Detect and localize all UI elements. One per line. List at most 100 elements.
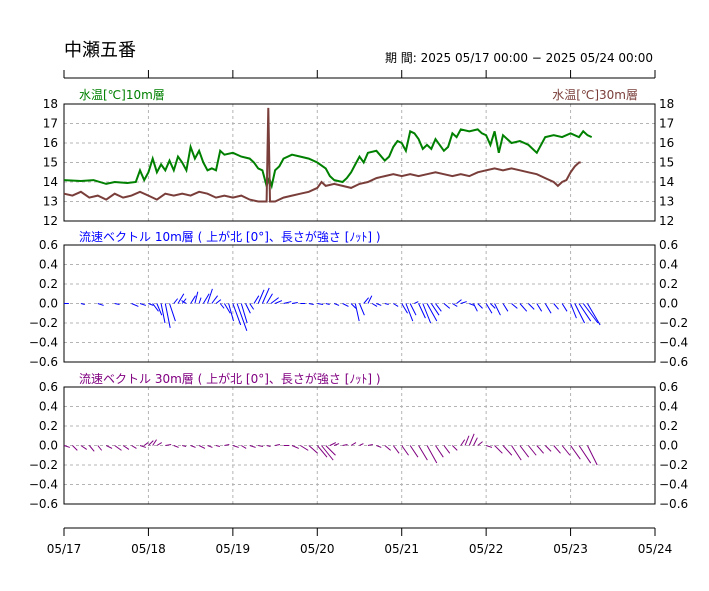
y-tick-label-left: −0.6: [29, 497, 58, 511]
current10m-vector: [169, 303, 176, 322]
current30m-vector: [473, 437, 478, 446]
y-tick-label-right: −0.6: [659, 355, 688, 369]
x-tick-label: 05/19: [216, 542, 251, 556]
series-line-30m: [63, 107, 581, 203]
y-tick-label-right: 14: [659, 175, 674, 189]
current30m-vector: [63, 445, 71, 448]
current30m-vector: [342, 444, 348, 446]
current10m-vector: [426, 303, 438, 322]
current10m-vector: [257, 289, 265, 304]
current30m-vector: [426, 445, 438, 464]
current30m-vector: [198, 445, 206, 449]
current10m-vector: [469, 303, 475, 306]
current30m-vector: [274, 444, 281, 446]
current10m-vector: [274, 300, 283, 304]
current10m-vector: [152, 303, 159, 312]
current10m-vector: [202, 293, 210, 304]
current10m-vector: [536, 303, 543, 312]
y-tick-label-left: −0.6: [29, 355, 58, 369]
current30m-vector: [452, 445, 458, 451]
current10m-vector: [422, 303, 432, 324]
y-tick-label-left: 18: [43, 97, 58, 111]
current10m-vector: [245, 303, 251, 314]
current10m-vector: [190, 295, 196, 304]
current10m-vector: [587, 303, 601, 326]
current10m-vector: [460, 301, 467, 304]
y-tick-label-right: −0.2: [659, 458, 688, 472]
current10m-vector: [291, 302, 298, 304]
current30m-vector: [80, 445, 88, 450]
current30m-vector: [544, 445, 552, 452]
y-tick-label-right: −0.6: [659, 497, 688, 511]
current30m-vector: [409, 445, 419, 458]
current30m-vector: [300, 445, 309, 451]
y-tick-label-left: 0.2: [39, 277, 58, 291]
current10m-vector: [354, 303, 360, 322]
current30m-vector: [291, 445, 299, 449]
current30m-vector: [72, 445, 78, 451]
current30m-vector: [224, 444, 230, 446]
current10m-vector: [223, 303, 231, 314]
current10m-vector: [181, 298, 187, 304]
current10m-vector: [409, 303, 417, 316]
current30m-vector: [418, 445, 428, 461]
current30m-vector: [308, 445, 318, 454]
y-tick-label-left: 14: [43, 175, 58, 189]
x-tick-label: 05/17: [47, 542, 82, 556]
current30m-vector: [443, 445, 451, 454]
current10m-vector: [342, 303, 349, 307]
y-tick-label-left: 17: [43, 117, 58, 131]
y-tick-label-left: 12: [43, 214, 58, 228]
y-tick-label-left: 0.6: [39, 238, 58, 252]
current10m-vector: [194, 291, 199, 304]
current30m-vector: [114, 445, 122, 451]
current10m-vector: [215, 299, 222, 304]
current30m-vector: [527, 445, 537, 456]
current10m-vector: [401, 303, 408, 314]
y-tick-label-left: 0.2: [39, 419, 58, 433]
current10m-vector: [283, 301, 292, 304]
y-tick-label-right: 15: [659, 156, 674, 170]
current30m-vector: [367, 444, 373, 446]
current10m-vector: [376, 303, 382, 306]
y-tick-label-right: 0.0: [659, 297, 678, 311]
current30m-vector: [329, 442, 337, 446]
current30m-vector: [485, 445, 493, 448]
current30m-vector: [156, 442, 163, 446]
y-tick-label-right: −0.4: [659, 336, 688, 350]
current10m-vector: [570, 303, 577, 319]
current10m-vector: [80, 303, 85, 305]
current10m-vector: [249, 303, 255, 310]
current10m-vector: [148, 303, 154, 306]
current30m-title: 流速ベクトル 30m層 ( 上が北 [0°]、長さが強さ [ﾉｯﾄ] ): [79, 371, 381, 386]
current10m-vector: [473, 303, 478, 312]
current10m-vector: [430, 303, 440, 316]
current30m-vector: [570, 445, 581, 460]
current10m-vector: [325, 303, 330, 305]
legend-30m: 水温[℃]30m層: [552, 88, 638, 102]
current10m-vector: [156, 303, 163, 316]
current10m-vector: [266, 293, 273, 304]
current10m-vector: [414, 301, 419, 304]
current10m-vector: [232, 303, 242, 326]
current10m-vector: [363, 297, 369, 304]
current10m-vector: [528, 303, 535, 310]
current30m-vector: [88, 445, 95, 452]
y-tick-label-right: 13: [659, 195, 674, 209]
current30m-vector: [494, 445, 503, 454]
current30m-vector: [553, 445, 561, 454]
y-tick-label-right: 0.2: [659, 419, 678, 433]
current10m-vector: [240, 303, 248, 324]
current10m-vector: [367, 295, 373, 304]
y-tick-label-right: 0.4: [659, 258, 678, 272]
y-tick-label-left: −0.4: [29, 336, 58, 350]
y-tick-label-right: 12: [659, 214, 674, 228]
current30m-vector: [561, 445, 571, 456]
current30m-vector: [502, 445, 513, 456]
current30m-vector: [316, 445, 328, 458]
current10m-vector: [553, 303, 559, 310]
plot-frame: [63, 103, 656, 222]
current10m-vector: [490, 303, 496, 309]
current10m-title: 流速ベクトル 10m層 ( 上が北 [0°]、長さが強さ [ﾉｯﾄ] ): [79, 229, 381, 244]
current10m-vector: [211, 295, 219, 304]
